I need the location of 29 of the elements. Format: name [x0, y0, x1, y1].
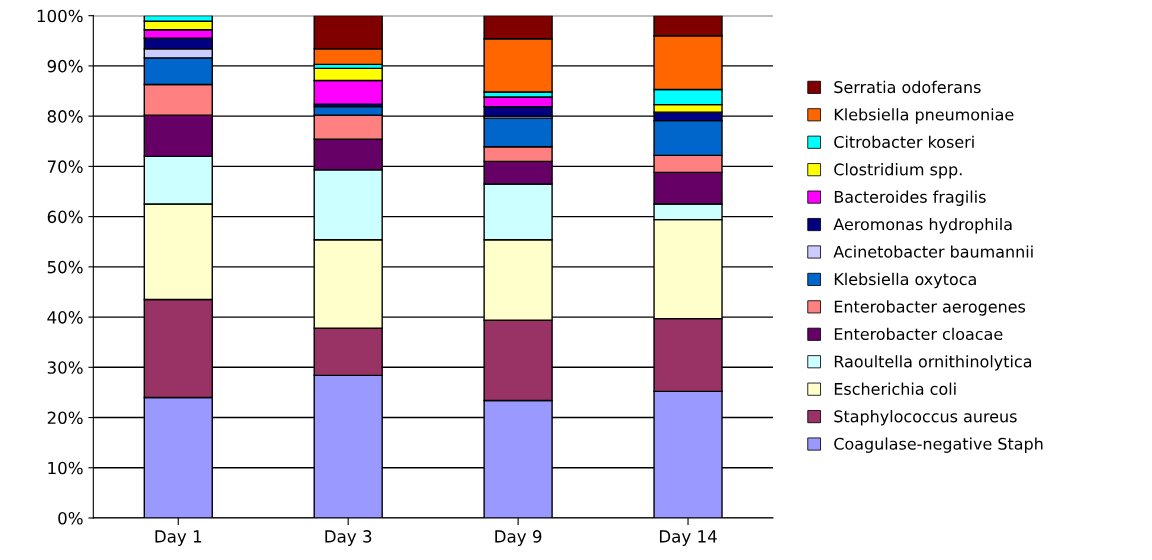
legend-label: Staphylococcus aureus — [834, 410, 1017, 426]
y-tick-label: 0% — [58, 511, 83, 525]
legend-label: Raoultella ornithinolytica — [834, 355, 1032, 371]
x-tick-label: Day 1 — [155, 530, 202, 546]
legend-label: Enterobacter cloacae — [834, 327, 1003, 341]
y-tick-label: 100% — [37, 9, 83, 23]
legend-label: Bacteroides fragilis — [834, 190, 986, 206]
y-tick-label: 10% — [48, 461, 83, 475]
legend-label: Citrobacter koseri — [834, 135, 974, 149]
legend-label: Klebsiella oxytoca — [834, 272, 976, 289]
legend-label: Clostridium spp. — [834, 163, 962, 179]
legend-label: Enterobacter aerogenes — [834, 300, 1026, 316]
y-tick-label: 80% — [47, 110, 83, 123]
y-tick-label: 60% — [47, 210, 83, 224]
y-tick-label: 20% — [47, 411, 83, 425]
x-tick-label: Day 14 — [659, 530, 717, 546]
y-tick-label: 30% — [47, 361, 83, 374]
legend-label: Acinetobacter baumannii — [833, 245, 1033, 258]
y-tick-label: 40% — [47, 311, 83, 324]
y-tick-label: 90% — [47, 59, 83, 73]
y-tick-label: 50% — [47, 260, 83, 274]
legend-label: Klebsiella pneumoniae — [834, 108, 1014, 124]
legend-label: Serratia odoferans — [834, 80, 981, 94]
y-tick-label: 70% — [47, 160, 83, 173]
legend-label: Coagulase-negative Staph — [834, 437, 1043, 453]
x-tick-label: Day 3 — [325, 530, 372, 546]
legend-label: Escherichia coli — [834, 382, 956, 395]
legend-label: Aeromonas hydrophila — [833, 217, 1012, 234]
x-tick-label: Day 9 — [495, 530, 542, 546]
